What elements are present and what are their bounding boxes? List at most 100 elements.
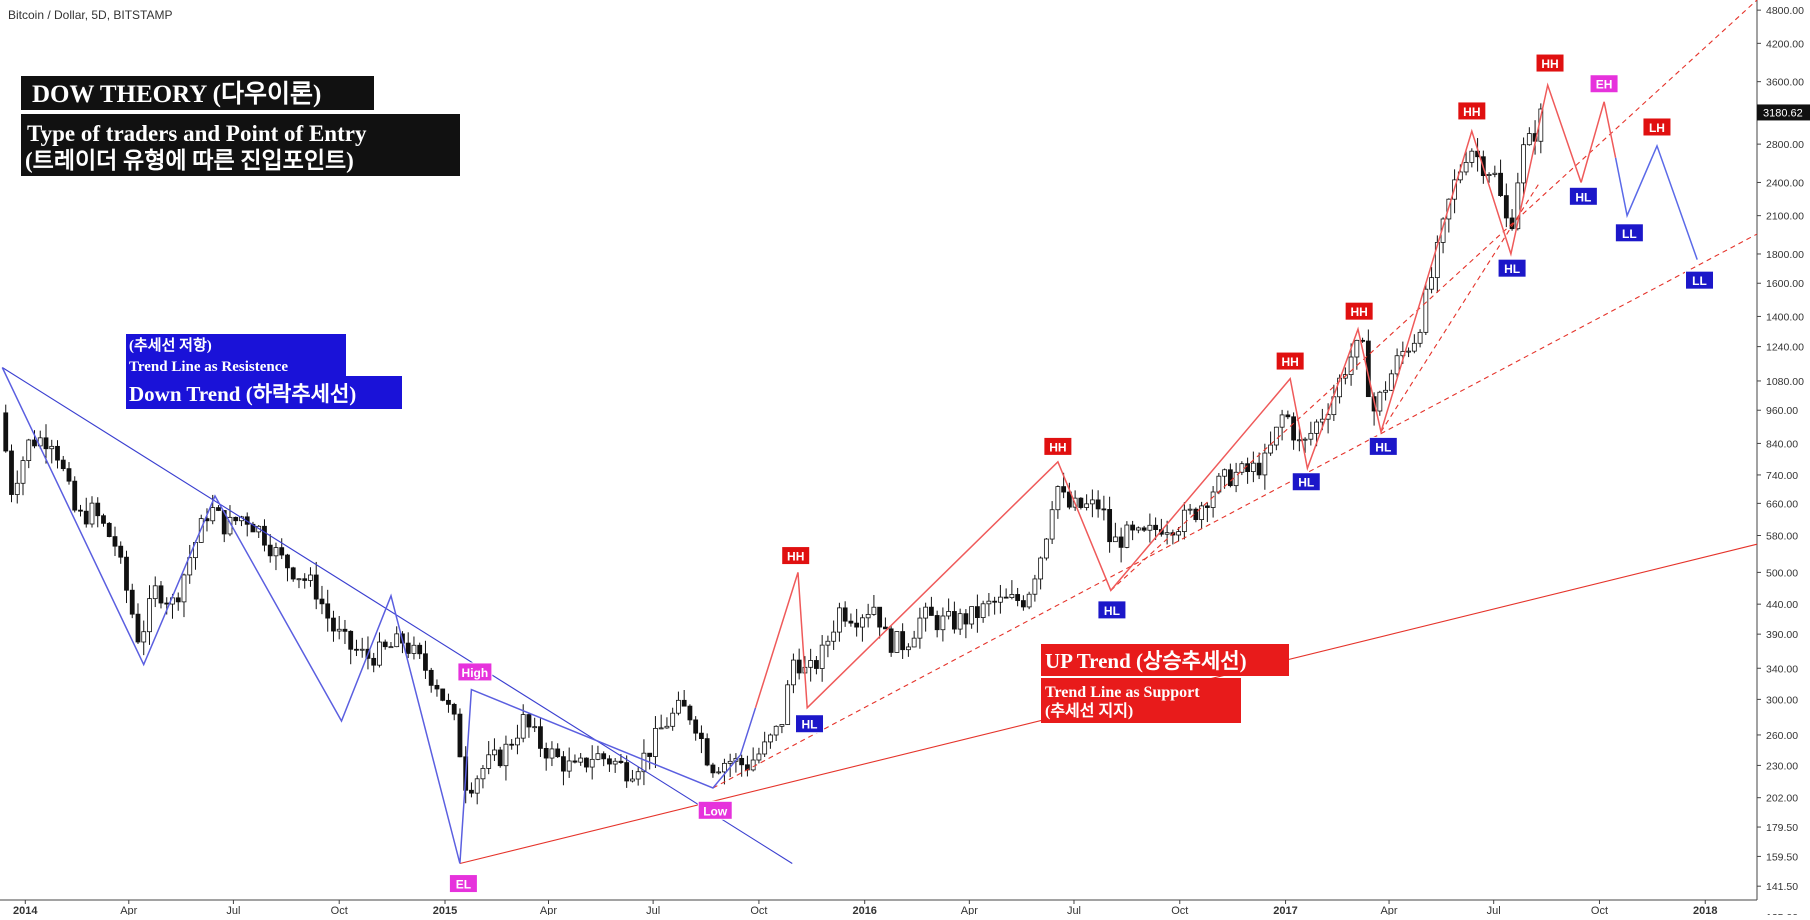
candle-body xyxy=(578,757,584,763)
candle-body xyxy=(1101,508,1107,511)
swing-label-text: HH xyxy=(1281,355,1298,369)
candle-body xyxy=(112,536,118,547)
up-zigzag xyxy=(754,82,1582,710)
candle-body xyxy=(1377,391,1383,412)
swing-label-box xyxy=(1097,600,1127,620)
candle-body xyxy=(739,757,745,766)
candle-body xyxy=(1492,172,1498,175)
candle-body xyxy=(1291,416,1297,441)
swing-label-box xyxy=(1291,472,1321,492)
swing-label-hh: HH xyxy=(1535,53,1565,73)
candle-body xyxy=(520,714,526,739)
down-trend-line3: Down Trend (하락추세선) xyxy=(129,382,356,406)
candle-body xyxy=(877,606,883,628)
candle-body xyxy=(354,648,359,651)
candle-body xyxy=(860,617,865,628)
candle-body xyxy=(1515,182,1521,230)
candle-body xyxy=(1187,508,1193,511)
candle-body xyxy=(451,703,457,715)
candle-body xyxy=(434,684,440,690)
swing-label-box xyxy=(781,546,811,566)
candle-body xyxy=(808,660,814,668)
candle-body xyxy=(290,567,296,580)
candle-body xyxy=(1423,288,1429,333)
candle-body xyxy=(635,771,641,780)
candle-body xyxy=(710,764,716,774)
candle-body xyxy=(664,725,670,729)
candle-body xyxy=(233,516,239,522)
candle-body xyxy=(302,578,308,581)
candle-body xyxy=(331,617,336,632)
up-trend-box: UP Trend (상승추세선) Trend Line as Support (… xyxy=(1041,644,1289,723)
candle-body xyxy=(60,459,66,470)
candle-body xyxy=(538,726,543,749)
candle-body xyxy=(1084,503,1090,508)
candle-body xyxy=(693,719,699,734)
down-trend-line1: (추세선 저항) xyxy=(129,337,212,354)
candle-body xyxy=(348,630,354,650)
candle-body xyxy=(1417,331,1423,344)
candle-body xyxy=(595,753,601,760)
candle-body xyxy=(699,732,704,740)
y-tick-label: 1400.00 xyxy=(1766,311,1804,323)
candle-body xyxy=(974,606,980,618)
swing-label-hh: HH xyxy=(1344,301,1374,321)
candle-body xyxy=(837,607,842,633)
candle-body xyxy=(1526,133,1532,146)
candle-body xyxy=(3,412,9,452)
candle-body xyxy=(1176,531,1182,536)
candle-body xyxy=(796,659,802,674)
candle-body xyxy=(55,445,60,461)
y-tick-label: 960.00 xyxy=(1766,405,1798,417)
y-tick-label: 1080.00 xyxy=(1766,376,1804,388)
candle-body xyxy=(1302,438,1308,441)
candle-body xyxy=(963,613,969,625)
candle-body xyxy=(549,748,555,759)
y-tick-label: 141.50 xyxy=(1766,881,1798,893)
candle-body xyxy=(181,574,187,603)
candle-body xyxy=(1112,536,1118,543)
candle-body xyxy=(1388,373,1394,391)
candle-body xyxy=(377,641,382,666)
projection-up xyxy=(1580,101,1617,183)
trend-line-support-dashed xyxy=(1380,182,1541,433)
x-tick-label: Apr xyxy=(540,905,557,915)
candle-body xyxy=(882,626,888,630)
candle-body xyxy=(124,556,129,591)
candle-body xyxy=(704,738,710,766)
x-tick-label: 2014 xyxy=(13,905,38,915)
candle-body xyxy=(469,789,474,794)
candle-body xyxy=(555,748,561,758)
candle-body xyxy=(928,606,934,616)
y-tick-label: 300.00 xyxy=(1766,694,1798,706)
swing-label-eh: EH xyxy=(1589,74,1619,94)
candle-body xyxy=(175,597,181,603)
y-tick-label: 580.00 xyxy=(1766,530,1798,542)
candle-body xyxy=(1245,463,1251,472)
candle-body xyxy=(1118,536,1124,548)
candle-body xyxy=(894,631,900,653)
y-tick-label: 440.00 xyxy=(1766,599,1798,611)
swing-label-box xyxy=(1642,117,1672,137)
swing-label-text: LL xyxy=(1692,274,1707,288)
y-tick-label: 230.00 xyxy=(1766,760,1798,772)
candle-body xyxy=(923,606,929,619)
swing-label-hl: HL xyxy=(795,714,825,734)
candle-body xyxy=(417,644,423,655)
candle-body xyxy=(1107,509,1113,543)
candle-body xyxy=(1204,505,1210,508)
candle-body xyxy=(164,602,170,605)
swing-label-text: HL xyxy=(1575,190,1591,204)
candle-body xyxy=(135,613,141,643)
candle-body xyxy=(1227,469,1233,487)
candle-body xyxy=(768,734,773,743)
y-tick-label: 740.00 xyxy=(1766,470,1798,482)
swing-label-box xyxy=(697,800,733,820)
candle-body xyxy=(1210,491,1216,508)
candle-body xyxy=(526,714,532,728)
candle-body xyxy=(72,480,78,511)
y-tick-label: 2800.00 xyxy=(1766,139,1804,151)
swing-labels-layer: HH HL HH HL HH HL HH HL HH HL HH HL EH LL LH LL High Low E… xyxy=(448,53,1715,894)
